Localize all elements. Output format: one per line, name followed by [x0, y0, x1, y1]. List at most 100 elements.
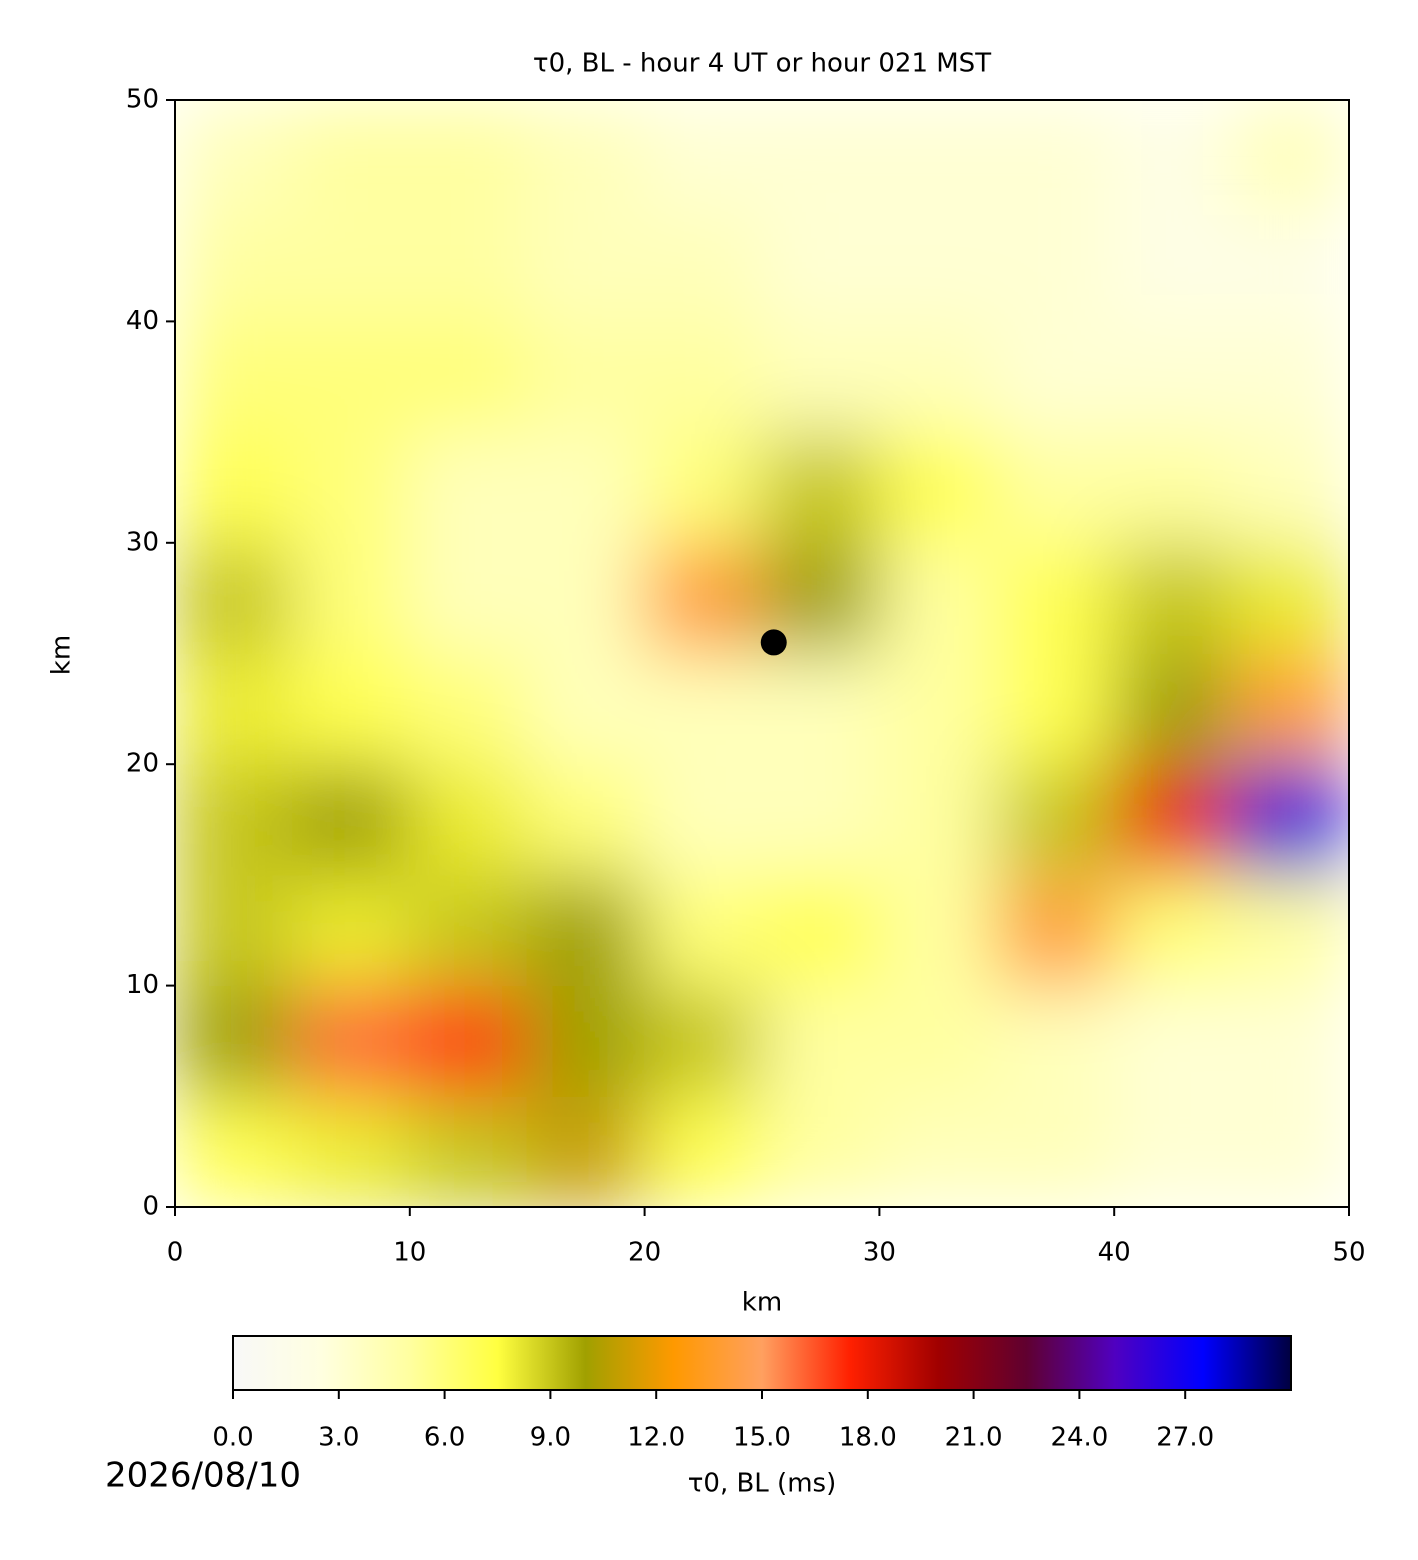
heat-cell — [291, 542, 411, 654]
heat-cell — [175, 100, 293, 212]
x-tick-label: 50 — [1332, 1238, 1365, 1268]
heat-cell — [1231, 763, 1349, 876]
heat-cell — [761, 320, 880, 433]
y-tick-label: 30 — [126, 527, 159, 557]
heat-cell — [291, 320, 411, 433]
heat-cell — [1113, 431, 1233, 544]
heat-cell — [996, 653, 1115, 765]
heat-cell — [526, 874, 646, 987]
heat-cell — [996, 431, 1115, 544]
heat-cell — [1113, 320, 1233, 433]
heat-cell — [761, 210, 880, 322]
heat-cell — [291, 763, 411, 876]
heat-cell — [175, 210, 293, 322]
heat-cell — [1231, 653, 1349, 765]
heat-cell — [291, 431, 411, 544]
x-tick-label: 20 — [628, 1238, 661, 1268]
heat-cell — [1231, 431, 1349, 544]
heat-cell — [409, 653, 528, 765]
cells — [175, 100, 1349, 1207]
heat-cell — [409, 763, 528, 876]
heat-cell — [1231, 1095, 1349, 1207]
heat-cell — [996, 542, 1115, 654]
heat-cell — [1113, 1095, 1233, 1207]
heat-cell — [761, 874, 880, 987]
heat-cell — [996, 100, 1115, 212]
heat-cell — [409, 431, 528, 544]
heat-cell — [526, 542, 646, 654]
heat-cell — [996, 1095, 1115, 1207]
heat-cell — [878, 653, 998, 765]
heat-cell — [996, 985, 1115, 1097]
heat-cell — [644, 431, 763, 544]
colorbar-label: τ0, BL (ms) — [688, 1469, 836, 1499]
x-tick-label: 40 — [1098, 1238, 1131, 1268]
heat-cell — [526, 100, 646, 212]
heat-cell — [644, 210, 763, 322]
heat-cell — [175, 431, 293, 544]
heat-cell — [878, 874, 998, 987]
field — [175, 100, 1349, 1207]
heat-cell — [175, 1095, 293, 1207]
heat-cell — [644, 542, 763, 654]
y-tick-label: 10 — [126, 970, 159, 1000]
heat-cell — [644, 985, 763, 1097]
heat-cell — [526, 763, 646, 876]
heat-cell — [175, 763, 293, 876]
heat-cell — [409, 100, 528, 212]
heat-cell — [878, 431, 998, 544]
heat-cell — [996, 320, 1115, 433]
heat-cell — [1231, 985, 1349, 1097]
heat-cell — [526, 431, 646, 544]
heat-cell — [1231, 874, 1349, 987]
heat-cell — [1113, 653, 1233, 765]
x-axis-label: km — [742, 1288, 782, 1318]
heat-cell — [291, 1095, 411, 1207]
colorbar-tick-label: 9.0 — [530, 1423, 571, 1453]
chart-title: τ0, BL - hour 4 UT or hour 021 MST — [533, 49, 991, 79]
y-axis-label: km — [47, 635, 77, 675]
heat-cell — [996, 763, 1115, 876]
heat-cell — [1113, 542, 1233, 654]
heat-cell — [1113, 874, 1233, 987]
heat-cell — [878, 542, 998, 654]
heat-cell — [175, 542, 293, 654]
heat-cell — [175, 653, 293, 765]
heat-cell — [175, 985, 293, 1097]
heat-cell — [291, 100, 411, 212]
colorbar-tick-label: 15.0 — [733, 1423, 791, 1453]
heat-cell — [644, 653, 763, 765]
heat-cell — [1113, 985, 1233, 1097]
colorbar-tick-label: 0.0 — [212, 1423, 253, 1453]
heat-cell — [878, 210, 998, 322]
heat-cell — [644, 763, 763, 876]
colorbar-tick-label: 27.0 — [1156, 1423, 1214, 1453]
heat-cell — [761, 985, 880, 1097]
heat-cell — [526, 320, 646, 433]
marker-point — [760, 629, 787, 656]
heat-cell — [761, 100, 880, 212]
heat-cell — [526, 985, 646, 1097]
heat-cell — [409, 542, 528, 654]
heat-cell — [761, 653, 880, 765]
y-tick-label: 0 — [142, 1192, 159, 1222]
heat-cell — [761, 1095, 880, 1207]
heat-cell — [409, 985, 528, 1097]
colorbar-tick-label: 24.0 — [1050, 1423, 1108, 1453]
heat-cell — [996, 874, 1115, 987]
heat-cell — [526, 653, 646, 765]
x-tick-label: 30 — [863, 1238, 896, 1268]
heat-cell — [644, 100, 763, 212]
heat-cell — [1231, 100, 1349, 212]
y-tick-label: 50 — [126, 85, 159, 115]
heat-cell — [409, 874, 528, 987]
colorbar-tick-label: 21.0 — [945, 1423, 1003, 1453]
heat-cell — [878, 320, 998, 433]
heat-cell — [526, 1095, 646, 1207]
heat-cell — [878, 763, 998, 876]
heat-cell — [644, 320, 763, 433]
heat-cell — [409, 1095, 528, 1207]
heat-cell — [1113, 210, 1233, 322]
heat-cell — [291, 985, 411, 1097]
